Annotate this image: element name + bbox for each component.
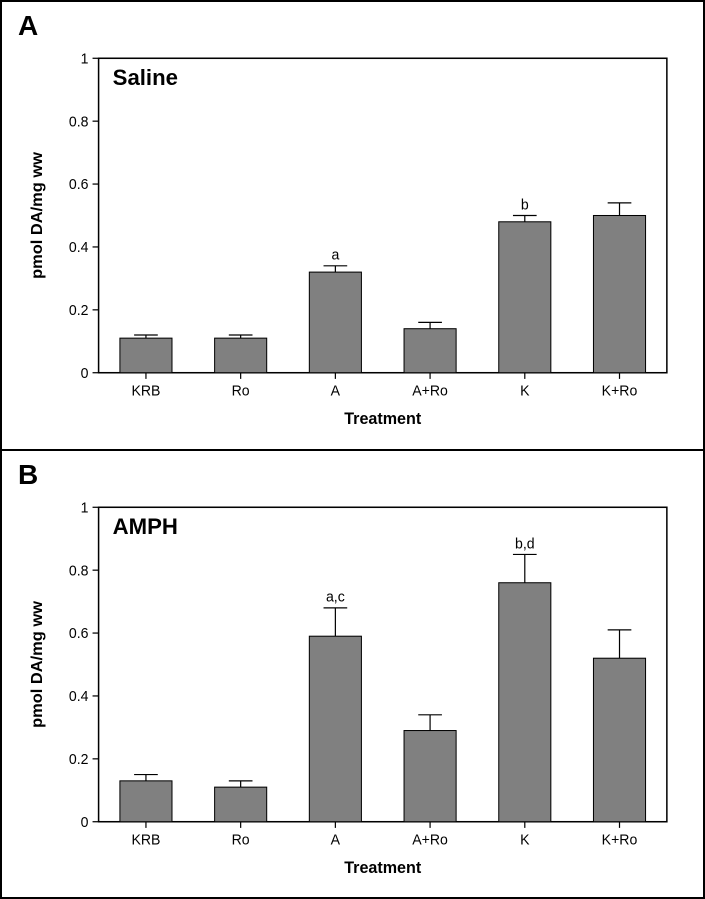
panel-b: B 0 0.2 0.4 0.6 0.8 1 pmol DA/mg ww KRB Ro a,c A A+…: [2, 451, 703, 898]
svg-text:0.6: 0.6: [69, 177, 89, 193]
svg-text:0.2: 0.2: [69, 751, 89, 767]
svg-text:0: 0: [81, 366, 89, 382]
svg-text:b: b: [521, 197, 529, 213]
svg-text:pmol DA/mg ww: pmol DA/mg ww: [28, 600, 46, 727]
svg-text:Saline: Saline: [113, 65, 178, 90]
svg-text:K+Ro: K+Ro: [602, 832, 638, 848]
svg-text:0.6: 0.6: [69, 626, 89, 642]
panel-letter-b: B: [18, 459, 38, 491]
svg-text:A: A: [331, 832, 341, 848]
svg-text:Ro: Ro: [232, 383, 250, 399]
svg-text:0.8: 0.8: [69, 563, 89, 579]
svg-text:0.4: 0.4: [69, 688, 89, 704]
svg-text:KRB: KRB: [131, 383, 160, 399]
svg-text:0.2: 0.2: [69, 303, 89, 319]
svg-text:0.8: 0.8: [69, 114, 89, 130]
svg-text:pmol DA/mg ww: pmol DA/mg ww: [28, 152, 46, 279]
panel-a: A 0 0.2 0.4 0.6 0.8 1 pmol DA/mg ww KRB Ro a A A+Ro…: [2, 2, 703, 451]
svg-text:Treatment: Treatment: [344, 410, 422, 428]
svg-text:0.4: 0.4: [69, 240, 89, 256]
svg-text:K+Ro: K+Ro: [602, 383, 638, 399]
svg-text:A+Ro: A+Ro: [412, 383, 448, 399]
svg-text:1: 1: [81, 51, 89, 67]
svg-text:Ro: Ro: [232, 832, 250, 848]
svg-text:A: A: [331, 383, 341, 399]
svg-text:KRB: KRB: [131, 832, 160, 848]
svg-text:0: 0: [81, 814, 89, 830]
chart-wrap-b: 0 0.2 0.4 0.6 0.8 1 pmol DA/mg ww KRB Ro a,c A A+Ro…: [20, 497, 685, 888]
svg-text:a: a: [331, 248, 339, 264]
chart-b: 0 0.2 0.4 0.6 0.8 1 pmol DA/mg ww KRB Ro a,c A A+Ro…: [20, 497, 685, 888]
svg-text:b,d: b,d: [515, 536, 535, 552]
svg-text:1: 1: [81, 500, 89, 516]
svg-text:AMPH: AMPH: [113, 513, 178, 538]
panel-letter-a: A: [18, 10, 38, 42]
svg-text:K: K: [520, 383, 530, 399]
svg-text:A+Ro: A+Ro: [412, 832, 448, 848]
svg-text:a,c: a,c: [326, 589, 345, 605]
chart-wrap-a: 0 0.2 0.4 0.6 0.8 1 pmol DA/mg ww KRB Ro a A A+Ro b K…: [20, 48, 685, 439]
figure-container: A 0 0.2 0.4 0.6 0.8 1 pmol DA/mg ww KRB Ro a A A+Ro…: [0, 0, 705, 899]
chart-a: 0 0.2 0.4 0.6 0.8 1 pmol DA/mg ww KRB Ro a A A+Ro b K…: [20, 48, 685, 439]
svg-text:Treatment: Treatment: [344, 858, 422, 876]
svg-text:K: K: [520, 832, 530, 848]
